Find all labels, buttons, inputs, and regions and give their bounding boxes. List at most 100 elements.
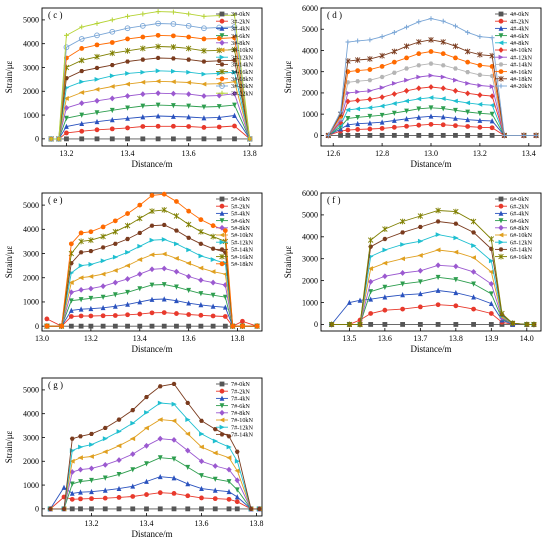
data-point [417, 279, 423, 285]
data-point [403, 87, 410, 94]
data-point [232, 69, 238, 75]
data-point [68, 241, 74, 247]
data-point [89, 496, 94, 502]
data-point [68, 289, 75, 296]
data-point [509, 320, 516, 327]
data-point [226, 444, 232, 450]
data-point [89, 506, 94, 512]
legend-marker [219, 395, 225, 401]
data-point [521, 132, 527, 138]
plot-frame [320, 192, 542, 332]
x-tick-label: 13.6 [378, 334, 392, 343]
data-point [124, 276, 131, 282]
legend-label: 6#-10kN [510, 232, 533, 239]
data-point [201, 13, 207, 19]
data-point [399, 256, 406, 262]
data-point [222, 238, 229, 245]
data-point [155, 136, 161, 142]
data-point [125, 13, 130, 19]
data-point [88, 454, 94, 459]
data-point [400, 292, 406, 298]
y-tick-label: 1000 [23, 298, 39, 307]
data-point [210, 246, 216, 251]
data-point [125, 312, 130, 318]
series-3#-0kN [48, 136, 253, 142]
data-point [64, 130, 69, 136]
data-point [379, 52, 385, 59]
data-point [109, 117, 115, 123]
data-point [69, 458, 75, 464]
y-tick-label: 4000 [23, 225, 39, 234]
series-7#-6kN [47, 455, 262, 512]
x-tick-label: 13.5 [342, 334, 356, 343]
data-point [234, 468, 240, 474]
data-point [232, 12, 237, 18]
data-point [440, 39, 446, 45]
data-point [140, 57, 146, 62]
data-point [199, 418, 204, 423]
data-point [382, 322, 388, 327]
data-point [382, 284, 388, 290]
legend-marker [498, 25, 504, 31]
data-point [124, 47, 131, 54]
data-point [216, 124, 222, 130]
data-point [78, 275, 84, 281]
data-point [531, 321, 537, 328]
data-point [186, 124, 192, 129]
data-point [125, 136, 130, 142]
data-point [112, 268, 118, 273]
data-point [185, 400, 191, 406]
y-tick-label: 5000 [302, 25, 318, 34]
data-point [391, 59, 397, 65]
legend-marker [219, 62, 225, 67]
x-axis-title: Distance/m [132, 159, 173, 169]
data-point [428, 73, 434, 78]
legend-marker [219, 196, 225, 202]
legend-label: 7#-12kN [231, 424, 254, 431]
data-point [404, 108, 409, 114]
data-point [415, 96, 422, 102]
data-point [216, 58, 222, 63]
data-point [367, 266, 374, 271]
data-point [464, 48, 471, 55]
data-point [417, 290, 423, 297]
legend-marker [219, 11, 225, 17]
x-tick-label: 13.8 [449, 334, 463, 343]
data-point [144, 492, 149, 497]
data-point [161, 251, 167, 257]
x-tick-label: 13.8 [231, 334, 245, 343]
data-point [125, 289, 130, 296]
legend-marker [498, 40, 504, 46]
data-point [171, 401, 177, 407]
legend-marker [219, 203, 225, 209]
data-point [140, 114, 146, 120]
data-point [149, 208, 155, 215]
data-point [155, 68, 161, 74]
data-point [354, 106, 361, 112]
data-point [382, 236, 388, 242]
legend: 5#-0kN5#-2kN5#-4kN5#-6kN5#-8kN5#-10kN5#-… [216, 196, 254, 268]
data-point [453, 322, 459, 327]
legend-label: 3#-16kN [231, 69, 254, 76]
data-point [125, 115, 130, 121]
data-point [171, 475, 177, 481]
data-point [94, 76, 100, 82]
data-point [186, 34, 192, 40]
data-point [155, 55, 161, 61]
x-tick-label: 12.6 [326, 149, 340, 158]
legend-label: 4#-0kN [510, 11, 529, 18]
data-point [79, 79, 85, 85]
data-point [379, 103, 385, 109]
data-point [149, 193, 155, 198]
legend: 4#-0kN4#-2kN4#-4kN4#-6kN4#-8kN4#-10kN4#-… [495, 11, 533, 90]
data-point [471, 322, 476, 327]
data-point [78, 230, 84, 236]
y-axis-title: Strain/με [283, 60, 293, 93]
data-point [382, 273, 388, 280]
data-point [149, 266, 155, 273]
data-point [198, 253, 204, 259]
data-point [382, 247, 388, 253]
series-4#-20kN [325, 16, 539, 138]
legend-marker [219, 239, 225, 245]
legend-marker [219, 403, 225, 409]
